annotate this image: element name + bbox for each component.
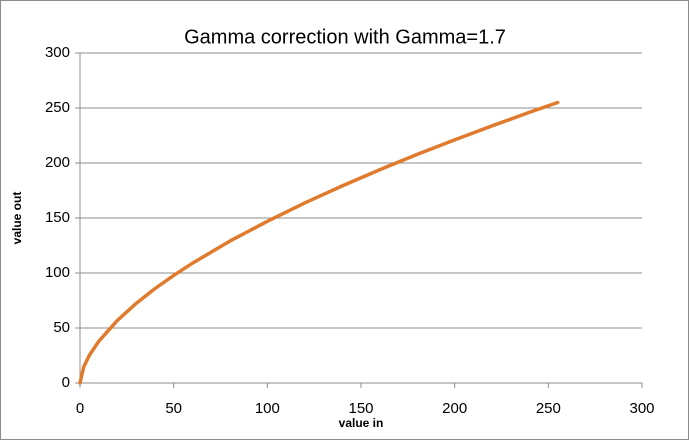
y-tick-label: 300	[45, 44, 70, 61]
y-tick-label: 150	[45, 209, 70, 226]
x-tick-label: 150	[348, 400, 373, 417]
y-tick-label: 250	[45, 99, 70, 116]
y-tick-label: 100	[45, 264, 70, 281]
x-tick-label: 250	[536, 400, 561, 417]
y-tick-label: 0	[62, 374, 70, 391]
y-tick-label: 200	[45, 154, 70, 171]
y-tick-label: 50	[53, 319, 70, 336]
x-tick-label: 300	[629, 400, 654, 417]
x-axis-label: value in	[339, 416, 384, 430]
x-tick-label: 100	[255, 400, 280, 417]
y-axis-label: value out	[10, 192, 24, 245]
x-tick-label: 50	[165, 400, 182, 417]
chart-title: Gamma correction with Gamma=1.7	[184, 26, 506, 48]
line-series	[78, 100, 560, 385]
x-tick-label: 200	[442, 400, 467, 417]
x-tick-label: 0	[76, 400, 84, 417]
